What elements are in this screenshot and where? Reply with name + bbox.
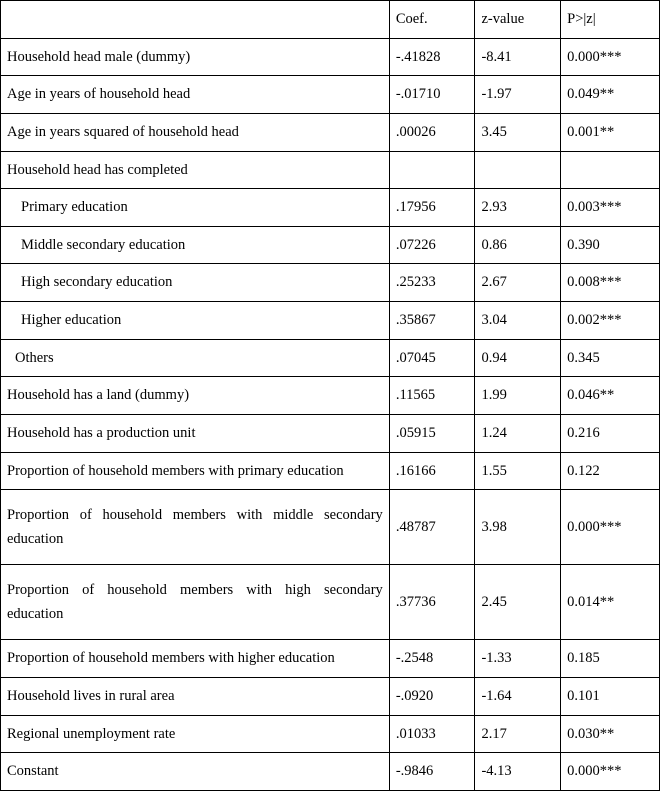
table-row: Others.070450.940.345 bbox=[1, 339, 660, 377]
cell-z: 2.17 bbox=[475, 715, 561, 753]
cell-z bbox=[475, 151, 561, 189]
cell-p: 0.001** bbox=[561, 113, 660, 151]
cell-z: 3.45 bbox=[475, 113, 561, 151]
cell-label: High secondary education bbox=[1, 264, 390, 302]
table-row: Age in years of household head-.01710-1.… bbox=[1, 76, 660, 114]
cell-coef: -.2548 bbox=[389, 640, 475, 678]
cell-coef: .07226 bbox=[389, 226, 475, 264]
cell-p: 0.030** bbox=[561, 715, 660, 753]
cell-label: Higher education bbox=[1, 302, 390, 340]
cell-p: 0.122 bbox=[561, 452, 660, 490]
cell-label: Household lives in rural area bbox=[1, 677, 390, 715]
header-z: z-value bbox=[475, 1, 561, 39]
cell-coef: .17956 bbox=[389, 189, 475, 227]
cell-z: 3.98 bbox=[475, 490, 561, 565]
cell-label: Proportion of household members with hig… bbox=[1, 565, 390, 640]
cell-coef: .05915 bbox=[389, 415, 475, 453]
table-row: Higher education.358673.040.002*** bbox=[1, 302, 660, 340]
cell-coef: .07045 bbox=[389, 339, 475, 377]
cell-coef: -.9846 bbox=[389, 753, 475, 791]
cell-label: Proportion of household members with hig… bbox=[1, 640, 390, 678]
cell-p: 0.008*** bbox=[561, 264, 660, 302]
cell-z: 0.94 bbox=[475, 339, 561, 377]
cell-coef: .35867 bbox=[389, 302, 475, 340]
table-row: Proportion of household members with hig… bbox=[1, 565, 660, 640]
cell-coef: .48787 bbox=[389, 490, 475, 565]
cell-coef: .37736 bbox=[389, 565, 475, 640]
cell-p bbox=[561, 151, 660, 189]
cell-label: Regional unemployment rate bbox=[1, 715, 390, 753]
cell-z: 1.99 bbox=[475, 377, 561, 415]
cell-z: 2.45 bbox=[475, 565, 561, 640]
table-row: Age in years squared of household head.0… bbox=[1, 113, 660, 151]
header-p: P>|z| bbox=[561, 1, 660, 39]
cell-coef: .16166 bbox=[389, 452, 475, 490]
cell-z: 3.04 bbox=[475, 302, 561, 340]
cell-p: 0.046** bbox=[561, 377, 660, 415]
table-row: Middle secondary education.072260.860.39… bbox=[1, 226, 660, 264]
table-row: Primary education.179562.930.003*** bbox=[1, 189, 660, 227]
cell-label: Middle secondary education bbox=[1, 226, 390, 264]
cell-label: Constant bbox=[1, 753, 390, 791]
cell-z: 1.24 bbox=[475, 415, 561, 453]
cell-p: 0.185 bbox=[561, 640, 660, 678]
cell-z: -1.97 bbox=[475, 76, 561, 114]
cell-p: 0.000*** bbox=[561, 753, 660, 791]
cell-p: 0.002*** bbox=[561, 302, 660, 340]
table-row: Proportion of household members with hig… bbox=[1, 640, 660, 678]
cell-z: -4.13 bbox=[475, 753, 561, 791]
regression-table: Coef. z-value P>|z| Household head male … bbox=[0, 0, 660, 791]
cell-p: 0.000*** bbox=[561, 490, 660, 565]
cell-p: 0.390 bbox=[561, 226, 660, 264]
cell-label: Proportion of household members with pri… bbox=[1, 452, 390, 490]
table-row: Proportion of household members with pri… bbox=[1, 452, 660, 490]
cell-z: -1.64 bbox=[475, 677, 561, 715]
cell-label: Household head has completed bbox=[1, 151, 390, 189]
cell-coef: .25233 bbox=[389, 264, 475, 302]
table-row: Household head has completed bbox=[1, 151, 660, 189]
cell-label: Others bbox=[1, 339, 390, 377]
cell-coef: -.41828 bbox=[389, 38, 475, 76]
table-row: High secondary education.252332.670.008*… bbox=[1, 264, 660, 302]
table-row: Regional unemployment rate.010332.170.03… bbox=[1, 715, 660, 753]
cell-coef: .00026 bbox=[389, 113, 475, 151]
cell-z: -1.33 bbox=[475, 640, 561, 678]
header-coef: Coef. bbox=[389, 1, 475, 39]
cell-label: Primary education bbox=[1, 189, 390, 227]
cell-label: Household has a land (dummy) bbox=[1, 377, 390, 415]
table-row: Proportion of household members with mid… bbox=[1, 490, 660, 565]
cell-z: 1.55 bbox=[475, 452, 561, 490]
cell-coef: .01033 bbox=[389, 715, 475, 753]
cell-coef bbox=[389, 151, 475, 189]
cell-label: Age in years squared of household head bbox=[1, 113, 390, 151]
cell-p: 0.003*** bbox=[561, 189, 660, 227]
table-row: Household has a land (dummy).115651.990.… bbox=[1, 377, 660, 415]
cell-label: Household has a production unit bbox=[1, 415, 390, 453]
cell-p: 0.000*** bbox=[561, 38, 660, 76]
header-label bbox=[1, 1, 390, 39]
regression-table-wrap: Coef. z-value P>|z| Household head male … bbox=[0, 0, 660, 791]
cell-label: Age in years of household head bbox=[1, 76, 390, 114]
table-row: Household has a production unit.059151.2… bbox=[1, 415, 660, 453]
cell-coef: -.01710 bbox=[389, 76, 475, 114]
table-header-row: Coef. z-value P>|z| bbox=[1, 1, 660, 39]
cell-z: 2.93 bbox=[475, 189, 561, 227]
cell-p: 0.216 bbox=[561, 415, 660, 453]
cell-z: 0.86 bbox=[475, 226, 561, 264]
cell-coef: .11565 bbox=[389, 377, 475, 415]
table-row: Household lives in rural area-.0920-1.64… bbox=[1, 677, 660, 715]
cell-coef: -.0920 bbox=[389, 677, 475, 715]
cell-p: 0.345 bbox=[561, 339, 660, 377]
cell-label: Proportion of household members with mid… bbox=[1, 490, 390, 565]
table-row: Household head male (dummy)-.41828-8.410… bbox=[1, 38, 660, 76]
cell-label: Household head male (dummy) bbox=[1, 38, 390, 76]
cell-p: 0.049** bbox=[561, 76, 660, 114]
cell-p: 0.014** bbox=[561, 565, 660, 640]
cell-z: 2.67 bbox=[475, 264, 561, 302]
table-row: Constant-.9846-4.130.000*** bbox=[1, 753, 660, 791]
cell-z: -8.41 bbox=[475, 38, 561, 76]
cell-p: 0.101 bbox=[561, 677, 660, 715]
table-body: Coef. z-value P>|z| Household head male … bbox=[1, 1, 660, 791]
